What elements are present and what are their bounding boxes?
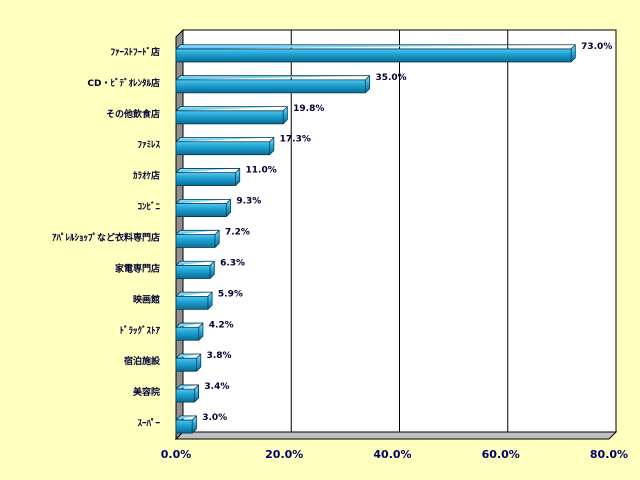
x-tick-label: 80.0% xyxy=(590,448,628,461)
bar xyxy=(175,415,197,434)
bar xyxy=(175,384,200,403)
y-tick-label: 家電専門店 xyxy=(115,262,160,274)
y-tick-label: ｺﾝﾋﾞﾆ xyxy=(137,201,160,213)
bar xyxy=(175,198,231,217)
data-label: 6.3% xyxy=(220,258,245,268)
data-label: 7.2% xyxy=(225,228,250,238)
data-label: 19.8% xyxy=(293,104,324,114)
data-label: 17.3% xyxy=(280,135,311,145)
data-label: 35.0% xyxy=(375,73,406,83)
bar xyxy=(175,291,213,310)
y-tick-label: ｱﾊﾟﾚﾙｼｮｯﾌﾟなど衣料専門店 xyxy=(52,232,160,244)
y-tick-label: CD・ﾋﾞﾃﾞｵﾚﾝﾀﾙ店 xyxy=(87,77,160,89)
bar xyxy=(175,322,204,341)
x-tick-label: 0.0% xyxy=(161,448,192,461)
y-tick-label: ﾌｧﾐﾚｽ xyxy=(137,140,160,151)
y-tick-label: ﾄﾞﾗｯｸﾞｽﾄｱ xyxy=(119,324,160,336)
x-tick-label: 20.0% xyxy=(265,448,303,461)
y-tick-label: ｽｰﾊﾟｰ xyxy=(137,417,160,429)
bar xyxy=(175,44,576,63)
bar xyxy=(175,353,202,372)
bar xyxy=(175,106,288,125)
data-label: 11.0% xyxy=(246,166,277,176)
data-label: 4.2% xyxy=(209,320,234,330)
data-label: 5.9% xyxy=(218,289,243,299)
x-tick-label: 60.0% xyxy=(482,448,520,461)
data-label: 73.0% xyxy=(581,42,612,52)
data-label: 3.8% xyxy=(207,351,232,361)
plot-floor xyxy=(174,431,618,440)
data-label: 9.3% xyxy=(236,197,261,207)
y-tick-label: その他飲食店 xyxy=(106,108,160,120)
y-tick-label: 美容院 xyxy=(133,386,160,398)
bar xyxy=(175,168,241,187)
bar xyxy=(175,260,215,279)
bar xyxy=(175,229,220,248)
y-tick-label: 宿泊施設 xyxy=(124,355,161,367)
y-tick-label: ﾌｧｰｽﾄﾌｰﾄﾞ店 xyxy=(110,46,160,58)
data-label: 3.0% xyxy=(202,413,227,423)
bar xyxy=(175,137,275,156)
y-tick-label: 映画館 xyxy=(133,293,160,305)
x-tick-label: 40.0% xyxy=(373,448,411,461)
bar xyxy=(175,75,371,94)
data-label: 3.4% xyxy=(204,382,229,392)
y-tick-label: ｶﾗｵｹ店 xyxy=(133,170,160,182)
